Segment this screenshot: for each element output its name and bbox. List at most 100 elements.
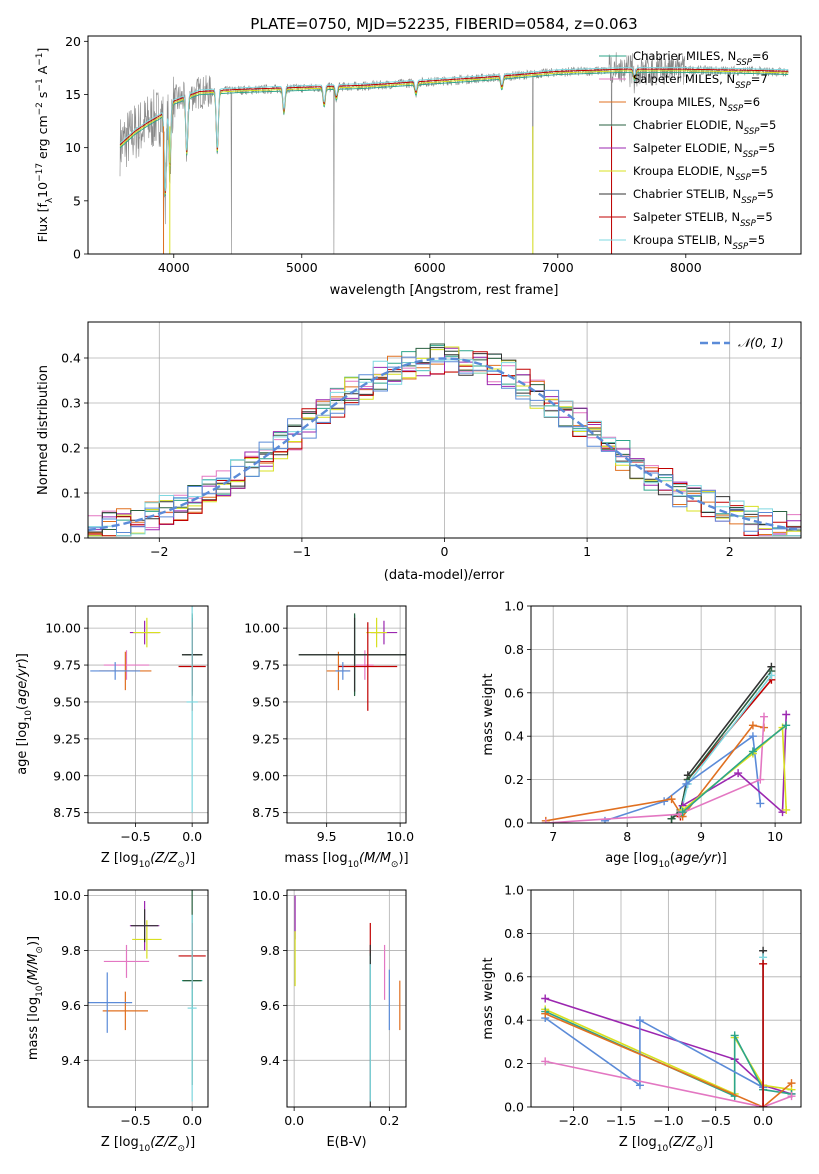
x-tick-label: 0.0	[753, 1113, 773, 1128]
series-salpeter_stelib	[759, 959, 768, 1107]
series-line	[682, 725, 787, 811]
axes-residuals: −2 −1 0 1 2 0.0 0.1 0.2 0.3 0.4 (data-model)/error…	[36, 321, 802, 583]
y-tick-label: 9.6	[61, 998, 81, 1013]
y-tick-label: 9.50	[53, 694, 81, 709]
x-tick-label: 10	[767, 829, 783, 844]
errorbar-kroupa_elodie	[133, 617, 161, 648]
y-tick-label: 1.0	[504, 599, 524, 614]
label-part: )]	[717, 851, 727, 866]
label-part: (M/M	[359, 851, 391, 866]
label-part: Z [log	[101, 1135, 139, 1150]
legend-label-sub: SSP	[735, 173, 751, 183]
y-tick-label: 0.0	[504, 1100, 524, 1115]
y-tick-label: 0.2	[61, 441, 81, 456]
series-marker	[667, 814, 676, 823]
axes-mass_vs_Z: −0.5 0.09.49.69.810.0Z [log10(Z/Z⊙)]mass …	[26, 888, 209, 1154]
y-tick-label: 8.75	[53, 805, 81, 820]
legend-label-tail: =5	[757, 187, 774, 201]
plot-area-weight_vs_age	[541, 662, 791, 823]
errorbar-kroupa_stelib	[186, 606, 198, 813]
label-part: age [log	[605, 851, 658, 866]
legend-label-main: Kroupa STELIB, N	[633, 233, 733, 247]
series-line	[544, 1017, 764, 1089]
axes-spectrum: 4000 5000 6000 7000 8000 0 5 10 15 20 PLATE=0750, …	[35, 15, 802, 298]
x-tick-label: 4000	[158, 260, 190, 275]
errorbar-normal_curve	[90, 662, 141, 680]
label-part: )]	[15, 653, 30, 663]
label-part: Z [log	[101, 851, 139, 866]
series-marker	[782, 805, 791, 814]
series-marker	[541, 819, 550, 823]
legend-label-tail: =5	[748, 233, 765, 247]
label-part: (Z/Z	[150, 1135, 178, 1150]
series-marker	[541, 1057, 550, 1066]
x-tick-label: 2	[726, 544, 734, 559]
x-axis-label: mass [log10(M/M⊙)]	[284, 851, 408, 870]
legend-label: Chabrier STELIB, NSSP=5	[633, 187, 774, 206]
label-part: Z [log	[619, 1135, 657, 1150]
label-part: 10	[35, 182, 50, 198]
y-tick-label: 9.75	[252, 658, 280, 673]
model-line-kroupa_elodie	[119, 70, 789, 195]
y-tick-label: 0.4	[61, 351, 81, 366]
label-part: (	[15, 705, 30, 710]
legend-label: 𝒩(0, 1)	[738, 335, 784, 350]
series-kroupa_miles	[541, 721, 769, 823]
x-axis-label: (data-model)/error	[384, 568, 505, 583]
y-tick-label: 9.4	[61, 1053, 81, 1068]
axes-frame	[286, 889, 407, 1108]
label-part: age [log	[15, 722, 30, 775]
errorbar-chabrier_stelib	[298, 617, 406, 692]
series-marker	[787, 1092, 796, 1101]
y-tick-label: 0.6	[504, 685, 524, 700]
axes-age_vs_mass: 9.5 10.0 8.75 9.00 9.25 9.50 9.75 10.00 mass [lo…	[244, 605, 414, 870]
axes-frame	[87, 889, 209, 1108]
x-tick-label: 0.2	[379, 1113, 399, 1128]
plot-area-residuals	[88, 343, 801, 537]
series-marker	[600, 816, 609, 823]
legend-label-sub: SSP	[728, 104, 744, 114]
axes-weight_vs_Z: −2.0 −1.5 −1.0 −0.5 0.0 0.0 0.2 0.4 0.6 0.8 1.0 Z […	[481, 883, 802, 1154]
label-part: 10	[657, 1144, 669, 1154]
plot-area-weight_vs_Z	[541, 946, 796, 1107]
y-tick-label: 0.0	[504, 816, 524, 831]
y-tick-label: 9.6	[260, 998, 280, 1013]
errorbar-salpeter_miles	[103, 944, 150, 978]
y-tick-label: 9.8	[61, 943, 81, 958]
x-axis-label: Z [log10(Z/Z⊙)]	[619, 1135, 713, 1154]
series-marker	[635, 1081, 644, 1090]
y-tick-label: 10	[65, 140, 81, 155]
legend-label-main: Chabrier STELIB, N	[633, 187, 741, 201]
series-line	[545, 724, 765, 822]
x-axis-label: wavelength [Angstrom, rest frame]	[330, 283, 559, 298]
x-tick-label: 9	[697, 829, 705, 844]
label-part: ⊙	[177, 1144, 185, 1154]
legend-label-tail: =5	[758, 141, 775, 155]
legend-label-tail: =6	[743, 95, 760, 109]
label-part: (Z/Z	[150, 851, 178, 866]
errorbar-salpeter_miles	[103, 650, 150, 680]
plot-area-age_vs_Z	[90, 606, 206, 813]
label-part: mass [log	[284, 851, 347, 866]
errorbar-kroupa_elodie	[366, 617, 387, 648]
x-axis-label: age [log10(age/yr)]	[605, 851, 727, 870]
label-part: )]	[703, 1135, 713, 1150]
label-part: mass [log	[26, 997, 41, 1060]
label-part: E(B-V)	[326, 1135, 366, 1150]
axes-frame	[87, 605, 209, 824]
series-marker	[767, 671, 776, 680]
label-part: (	[670, 851, 675, 866]
errorbar-kroupa_stelib	[187, 914, 197, 1102]
label-part: 10	[139, 1144, 151, 1154]
plot-area-age_vs_mass	[298, 613, 406, 711]
y-axis-label: Flux [fλ10−17 erg cm−2 s−1 A−1]	[35, 48, 55, 243]
histogram-salpeter_elodie	[88, 347, 801, 536]
series-chabrier_miles	[678, 721, 791, 817]
axes-frame	[530, 605, 802, 824]
series-marker	[730, 1031, 739, 1040]
label-part: )]	[185, 851, 195, 866]
axes-mass_vs_EBV: 0.0 0.2 9.4 9.6 9.8 10.0 E(B-V)	[252, 888, 407, 1150]
